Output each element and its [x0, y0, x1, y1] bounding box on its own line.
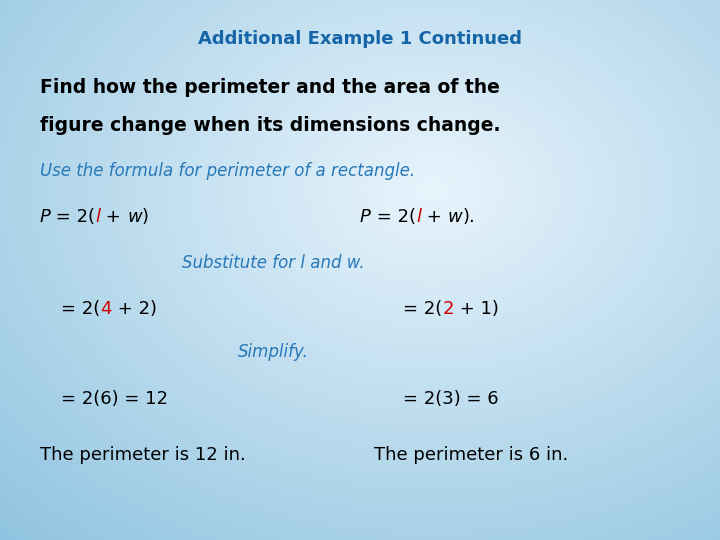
Text: The perimeter is 6 in.: The perimeter is 6 in.: [374, 446, 569, 463]
Text: Substitute for l and w.: Substitute for l and w.: [182, 254, 365, 272]
Text: Additional Example 1 Continued: Additional Example 1 Continued: [198, 30, 522, 48]
Text: Use the formula for perimeter of a rectangle.: Use the formula for perimeter of a recta…: [40, 162, 415, 180]
Text: + 2): + 2): [112, 300, 157, 318]
Text: + 1): + 1): [454, 300, 499, 318]
Text: w: w: [447, 208, 462, 226]
Text: The perimeter is 12 in.: The perimeter is 12 in.: [40, 446, 246, 463]
Text: ).: ).: [462, 208, 475, 226]
Text: P: P: [40, 208, 50, 226]
Text: 2: 2: [443, 300, 454, 318]
Text: 4: 4: [101, 300, 112, 318]
Text: = 2(: = 2(: [371, 208, 416, 226]
Text: Find how the perimeter and the area of the: Find how the perimeter and the area of t…: [40, 78, 500, 97]
Text: +: +: [101, 208, 127, 226]
Text: l: l: [96, 208, 101, 226]
Text: P: P: [360, 208, 371, 226]
Text: = 2(3) = 6: = 2(3) = 6: [403, 390, 499, 408]
Text: l: l: [416, 208, 421, 226]
Text: figure change when its dimensions change.: figure change when its dimensions change…: [40, 116, 500, 135]
Text: ): ): [142, 208, 149, 226]
Text: = 2(6) = 12: = 2(6) = 12: [61, 390, 168, 408]
Text: Simplify.: Simplify.: [238, 343, 309, 361]
Text: = 2(: = 2(: [61, 300, 101, 318]
Text: w: w: [127, 208, 142, 226]
Text: = 2(: = 2(: [403, 300, 443, 318]
Text: +: +: [421, 208, 447, 226]
Text: = 2(: = 2(: [50, 208, 96, 226]
